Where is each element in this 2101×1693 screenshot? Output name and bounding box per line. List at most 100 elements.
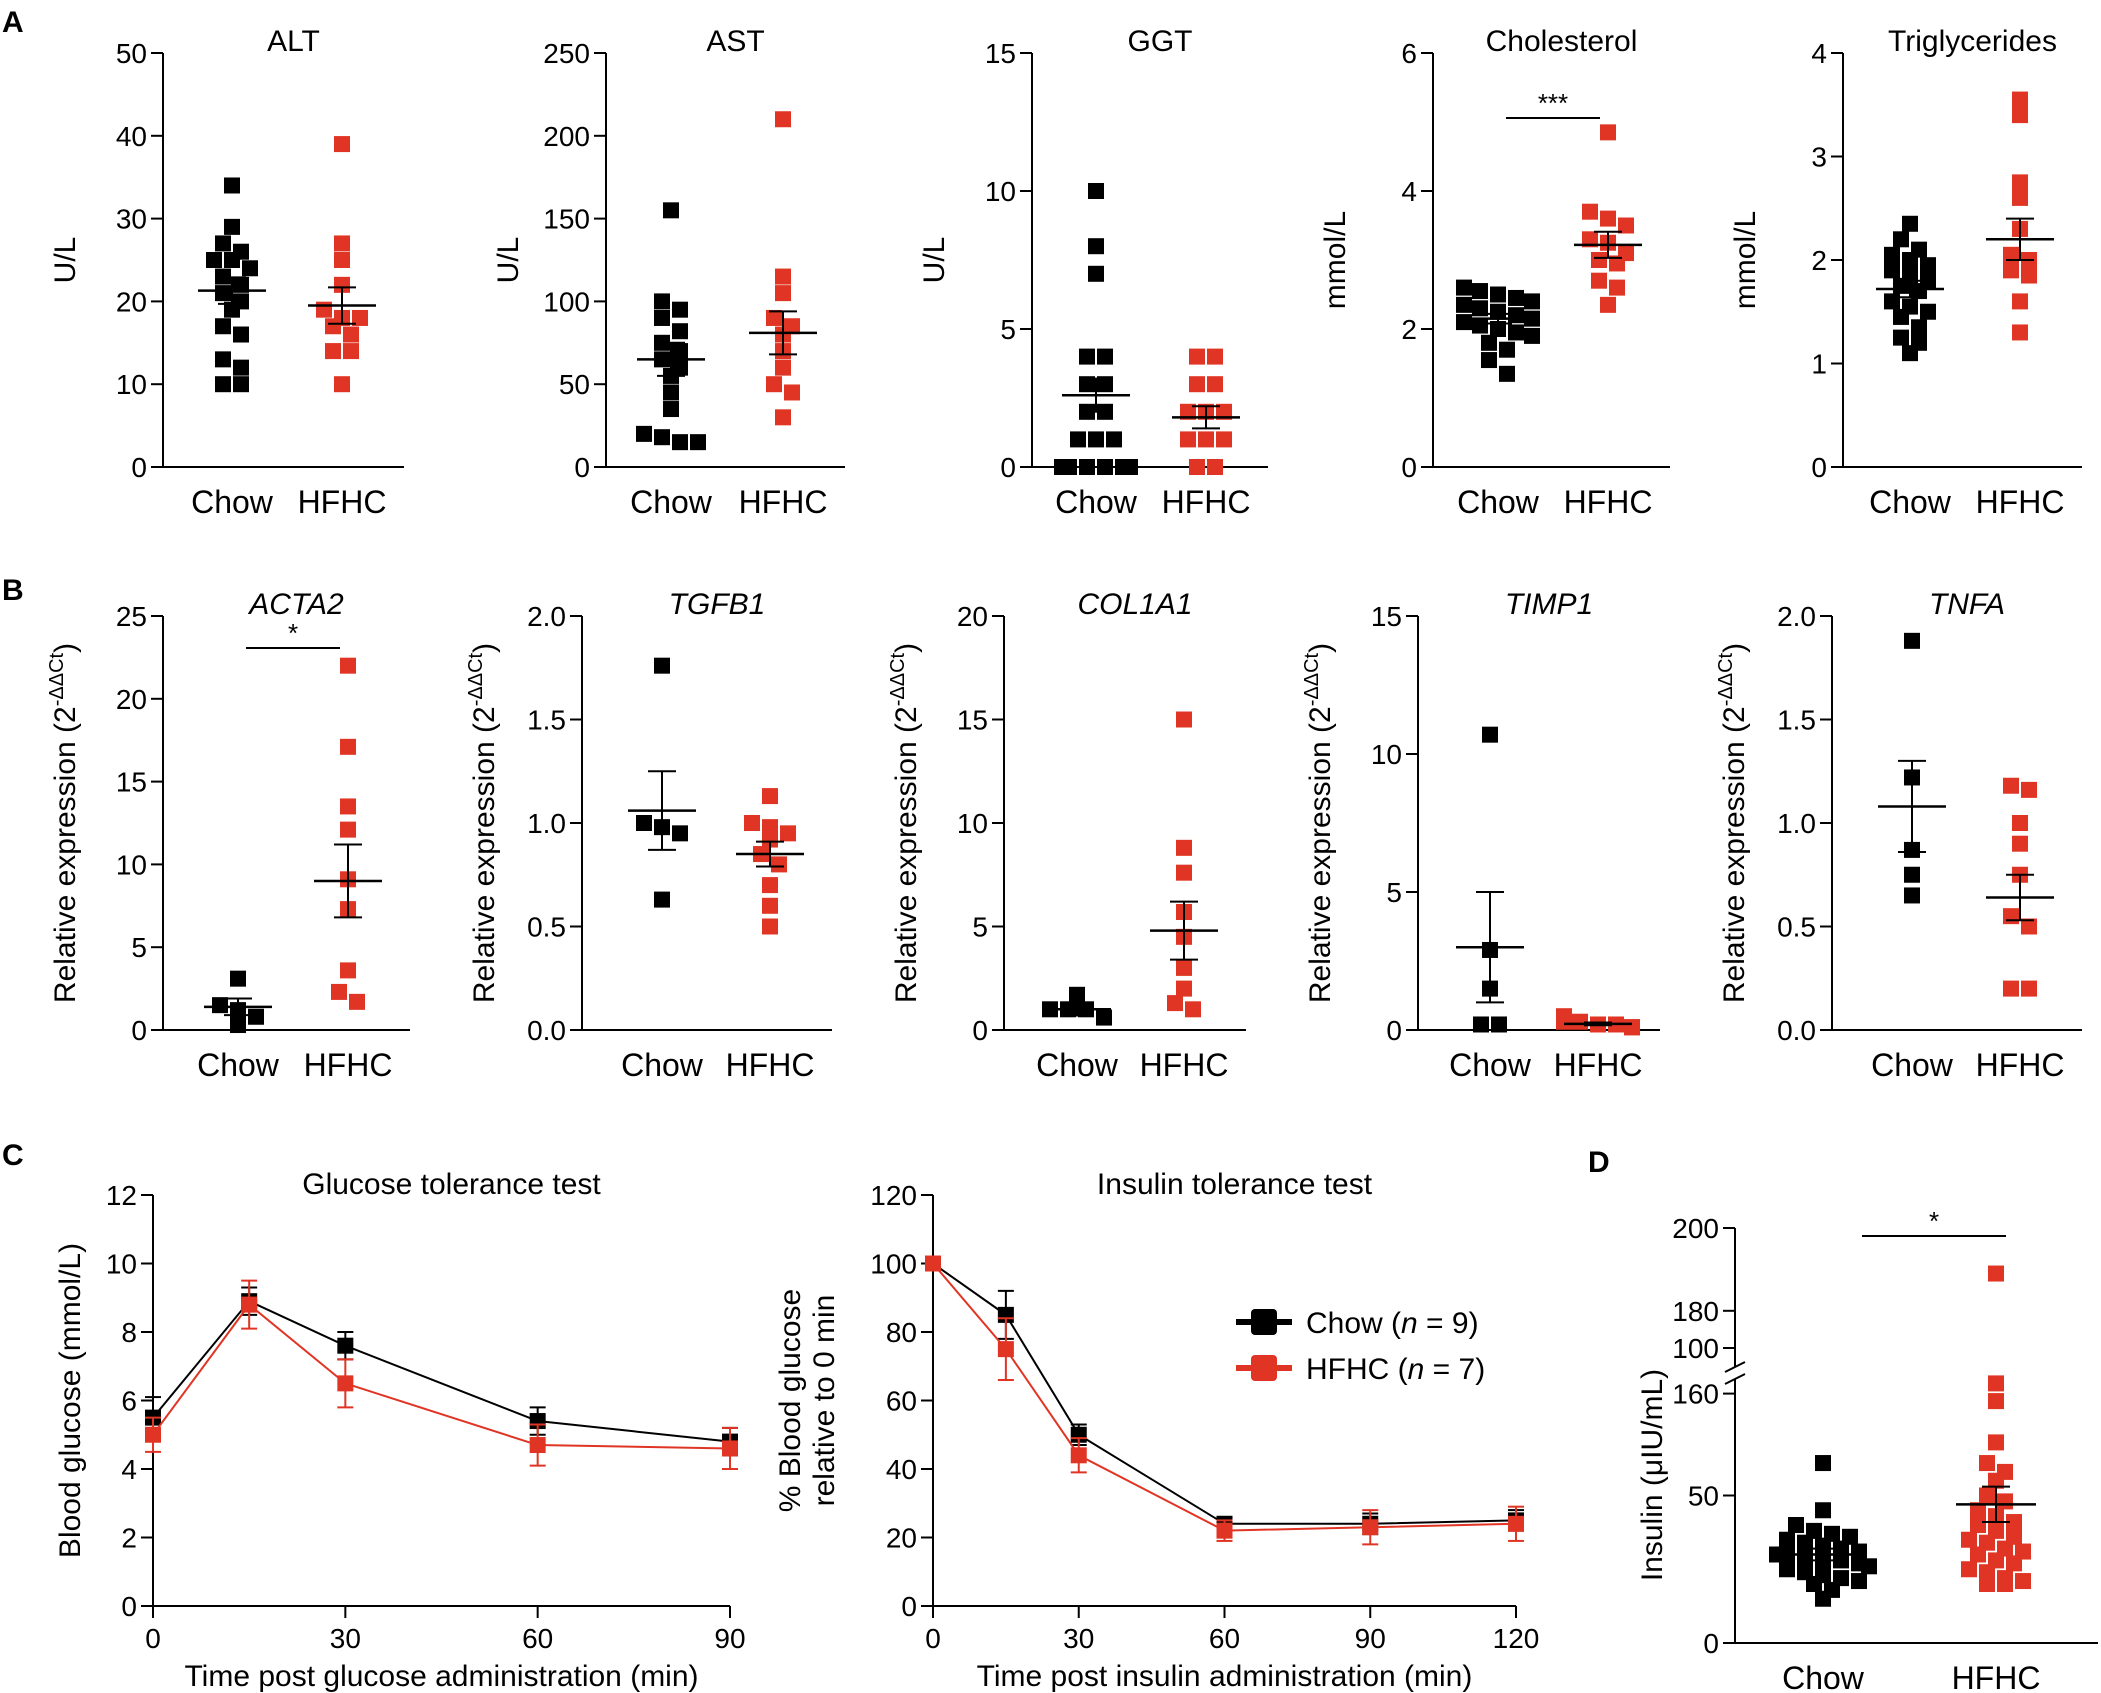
data-point-hfhc [241,1296,258,1313]
data-point-chow [672,301,688,318]
legend-swatch-marker [1251,1309,1277,1335]
data-point-chow [636,815,652,831]
data-point-hfhc [1207,348,1223,365]
category-label: Chow [1449,1047,1532,1083]
data-point-chow [1806,1576,1822,1592]
y-tick-label: 80 [886,1317,917,1348]
y-tick-label: 0 [1000,452,1016,483]
y-tick-label: 120 [870,1180,917,1211]
x-axis-label: Time post insulin administration (min) [977,1660,1473,1693]
y-axis-label: Insulin (μIU/mL) [1636,1369,1669,1581]
panel-label-d: D [1588,1146,1610,1179]
data-point-hfhc [766,376,782,393]
legend-label-n: n [1401,1307,1418,1340]
data-point-chow [1779,1531,1795,1548]
data-point-chow [663,401,679,418]
y-tick-label: 20 [886,1523,917,1554]
data-point-hfhc [2012,107,2028,124]
data-point-hfhc [1176,959,1192,976]
chart-insulin: 0 50 100 160 180 200 Insulin (μIU/mL) Chow HFHC * [1636,1206,2098,1693]
data-point-hfhc [762,897,778,914]
chart-title: Triglycerides [1888,25,2057,58]
data-point-hfhc [325,343,341,360]
data-point-chow [1904,887,1920,904]
y-tick-label: 5 [1000,314,1016,345]
data-point-chow [242,260,258,277]
y-axis-label-main: mmol/L [1729,211,1762,309]
data-point-chow [1904,866,1920,883]
y-tick-label: 50 [1688,1481,1719,1512]
category-label: Chow [630,484,713,520]
data-point-hfhc [334,136,350,153]
data-point-hfhc [775,111,791,128]
chart-title: Glucose tolerance test [302,1168,601,1201]
data-point-hfhc [1609,279,1625,296]
y-tick-label: 50 [559,369,590,400]
data-point-chow [663,384,679,401]
data-point-hfhc [1556,1013,1572,1030]
data-point-hfhc [1970,1502,1986,1519]
y-tick-label: 0 [574,452,590,483]
data-point-chow [1920,257,1936,274]
y-tick-label: 160 [1672,1379,1719,1410]
y-tick-label: 180 [1672,1296,1719,1327]
data-point-hfhc [1970,1517,1986,1533]
y-axis-label-close: ) [1304,643,1337,653]
data-point-chow [1902,215,1918,232]
y-axis-label-main: Relative expression (2 [1304,706,1337,1003]
data-point-chow [215,376,231,393]
data-point-chow [1106,431,1122,448]
data-point-chow [1524,293,1540,310]
data-point-hfhc [1207,459,1223,475]
y-axis-label-close: ) [890,643,923,653]
data-point-hfhc [316,301,332,318]
data-point-chow [1893,308,1909,325]
data-point-hfhc [744,815,760,831]
data-point-hfhc [2003,246,2019,263]
data-point-hfhc [2012,293,2028,310]
data-point-hfhc [1600,296,1616,313]
data-point-chow [1797,1534,1813,1551]
y-axis-label-close: ) [49,643,82,653]
data-point-hfhc [331,983,347,1000]
data-point-hfhc [2021,980,2037,997]
y-axis-label: Relative expression (2-ΔΔCt) [46,643,82,1003]
data-point-hfhc [1176,864,1192,881]
category-label: HFHC [1976,484,2065,520]
data-point-chow [1473,1016,1489,1033]
data-point-hfhc [1988,1375,2004,1392]
data-point-chow [248,1008,264,1025]
y-axis-label-main: Relative expression (2 [49,706,82,1003]
data-point-chow [1490,321,1506,337]
data-point-hfhc [762,788,778,805]
data-point-hfhc [1988,1434,2004,1451]
y-tick-label: 60 [886,1386,917,1417]
data-point-chow [1499,365,1515,382]
chart-trig: 0 1 2 3 4 Triglycerides mmol/L Chow HFHC [1729,25,2082,520]
chart-title: Cholesterol [1486,25,1638,58]
data-point-chow [1490,303,1506,320]
legend-label: Chow (n = 9) [1306,1307,1479,1340]
data-point-chow [1070,431,1086,448]
data-point-chow [1884,262,1900,279]
data-point-hfhc [1180,431,1196,448]
data-point-chow [224,252,240,268]
series-line-hfhc [932,1262,1517,1532]
data-point-chow [654,429,670,446]
legend-label-n-value: = 7) [1424,1353,1485,1386]
data-point-chow [1069,986,1085,1003]
chart-ast: 0 50 100 150 200 250 AST U/L Chow HFHC [492,25,845,520]
y-tick-label: 0 [1703,1628,1719,1659]
panel-label-c: C [2,1139,24,1172]
y-tick-label: 20 [116,286,147,317]
chart-title: GGT [1128,25,1193,58]
data-point-hfhc [334,276,350,293]
chart-title: Insulin tolerance test [1097,1168,1373,1201]
y-tick-label: 0 [901,1591,917,1622]
data-point-chow [1911,283,1927,300]
y-axis-label: Relative expression (2-ΔΔCt) [887,643,923,1003]
y-tick-label: 10 [106,1249,137,1280]
data-point-chow [1079,459,1095,475]
data-point-hfhc [775,409,791,426]
